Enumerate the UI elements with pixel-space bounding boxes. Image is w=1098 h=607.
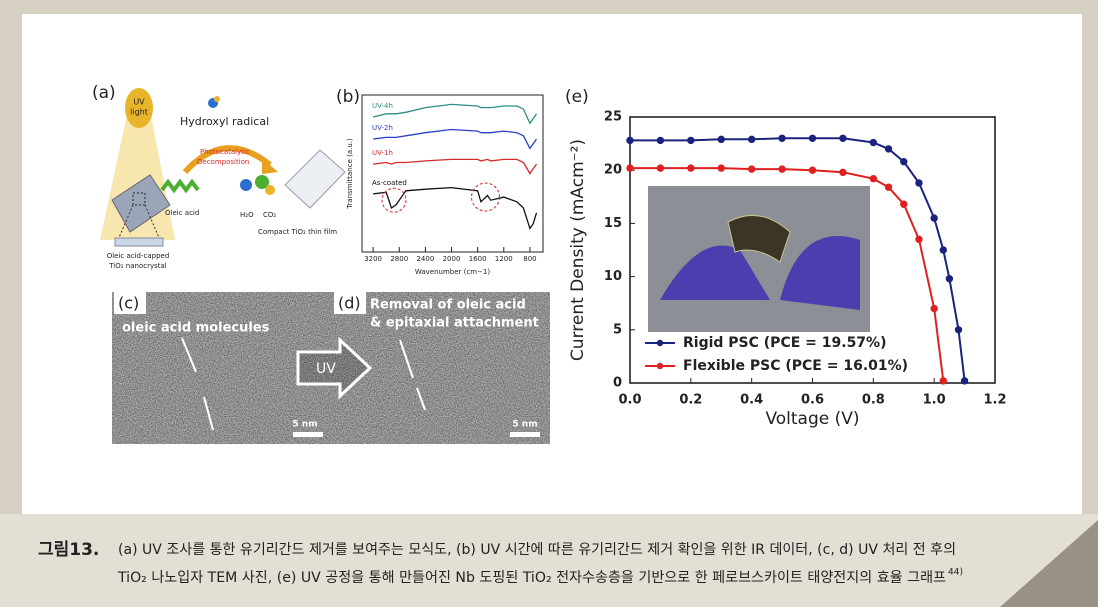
marker xyxy=(748,166,754,172)
label: Decomposition xyxy=(197,158,249,166)
page: (a) UV light Oleic acid-capped TiO₂ nano… xyxy=(0,0,1098,607)
caption-text: TiO₂ 나노입자 TEM 사진, (e) UV 공정을 통해 만들어진 Nb … xyxy=(117,570,946,586)
scale-label: 5 nm xyxy=(292,420,317,430)
figure: (a) UV light Oleic acid-capped TiO₂ nano… xyxy=(0,0,1098,607)
series-label: As-coated xyxy=(372,179,407,187)
caption-band xyxy=(0,514,1098,607)
marker xyxy=(961,378,967,384)
x-tick-label: 2800 xyxy=(390,255,408,263)
label: Compact TiO₂ thin film xyxy=(258,228,337,236)
x-tick-label: 1.2 xyxy=(983,393,1006,408)
panel-label: (a) xyxy=(92,83,116,103)
marker xyxy=(657,137,663,143)
marker xyxy=(940,247,946,253)
marker xyxy=(657,165,663,171)
marker xyxy=(901,158,907,164)
marker xyxy=(779,135,785,141)
marker xyxy=(931,305,937,311)
marker xyxy=(955,327,961,333)
co2-icon xyxy=(265,185,275,195)
annotation: oleic acid molecules xyxy=(122,321,270,336)
x-tick-label: 1.0 xyxy=(923,393,946,408)
marker xyxy=(870,176,876,182)
x-axis-label: Wavenumber (cm−1) xyxy=(415,268,490,276)
panel-label: (c) xyxy=(118,294,139,313)
inset-photo xyxy=(648,186,870,332)
scale-bar xyxy=(510,432,540,437)
label: Oleic acid xyxy=(165,209,199,217)
label: CO₂ xyxy=(263,211,276,219)
caption-number: 그림13. xyxy=(38,540,99,560)
legend-label: Rigid PSC (PCE = 19.57%) xyxy=(683,335,886,351)
y-axis-label: Transmittance (a.u.) xyxy=(346,138,354,210)
x-tick-label: 0.2 xyxy=(679,393,702,408)
marker xyxy=(940,378,946,384)
x-tick-label: 1200 xyxy=(495,255,513,263)
x-tick-label: 0.6 xyxy=(801,393,824,408)
series-label: UV-4h xyxy=(372,102,393,110)
legend-marker xyxy=(657,340,663,346)
marker xyxy=(840,169,846,175)
label: H₂O xyxy=(240,211,254,219)
scale-label: 5 nm xyxy=(512,420,537,430)
marker xyxy=(779,166,785,172)
y-tick-label: 15 xyxy=(604,216,622,231)
x-tick-label: 1600 xyxy=(469,255,487,263)
marker xyxy=(809,135,815,141)
marker xyxy=(931,215,937,221)
label: Hydroxyl radical xyxy=(180,115,269,128)
y-tick-label: 25 xyxy=(604,110,622,125)
marker xyxy=(627,137,633,143)
annotation: & epitaxial attachment xyxy=(370,316,539,331)
x-tick-label: 0.0 xyxy=(618,393,641,408)
marker xyxy=(718,165,724,171)
marker xyxy=(916,180,922,186)
panel-label: (e) xyxy=(565,87,589,107)
marker xyxy=(809,167,815,173)
x-tick-label: 800 xyxy=(523,255,536,263)
y-tick-label: 5 xyxy=(613,322,622,337)
h2o-icon xyxy=(240,179,252,191)
marker xyxy=(885,184,891,190)
marker xyxy=(916,236,922,242)
marker xyxy=(870,139,876,145)
marker xyxy=(688,137,694,143)
x-axis-label: Voltage (V) xyxy=(765,409,859,429)
y-tick-label: 20 xyxy=(604,163,622,178)
marker xyxy=(840,135,846,141)
x-tick-label: 2400 xyxy=(416,255,434,263)
lamp-text: UV xyxy=(133,98,145,107)
y-axis-label: Current Density (mAcm⁻²) xyxy=(568,139,588,361)
radical-icon xyxy=(214,96,220,102)
lamp-text: light xyxy=(130,108,148,117)
panel-label: (b) xyxy=(336,87,360,107)
nanocrystal-icon xyxy=(115,238,163,246)
annotation: Removal of oleic acid xyxy=(370,298,526,313)
marker xyxy=(718,136,724,142)
label: Oleic acid-capped xyxy=(107,252,170,260)
x-tick-label: 2000 xyxy=(443,255,461,263)
label: TiO₂ nanocrystal xyxy=(108,262,167,270)
arrow-text: UV xyxy=(316,361,336,377)
scale-bar xyxy=(293,432,323,437)
y-tick-label: 10 xyxy=(604,269,622,284)
marker xyxy=(946,276,952,282)
marker xyxy=(627,165,633,171)
y-tick-label: 0 xyxy=(613,376,622,391)
marker xyxy=(688,165,694,171)
caption-text: (a) UV 조사를 통한 유기리간드 제거를 보여주는 모식도, (b) UV… xyxy=(118,542,956,558)
marker xyxy=(901,201,907,207)
caption-reference: 44) xyxy=(948,568,963,578)
series-label: UV-1h xyxy=(372,149,393,157)
x-tick-label: 0.8 xyxy=(862,393,885,408)
legend-marker xyxy=(657,363,663,369)
series-label: UV-2h xyxy=(372,124,393,132)
x-tick-label: 0.4 xyxy=(740,393,763,408)
legend-label: Flexible PSC (PCE = 16.01%) xyxy=(683,358,908,374)
x-tick-label: 3200 xyxy=(364,255,382,263)
label: Photocatalytic xyxy=(200,148,250,156)
marker xyxy=(748,136,754,142)
marker xyxy=(885,146,891,152)
panel-label: (d) xyxy=(338,294,361,313)
